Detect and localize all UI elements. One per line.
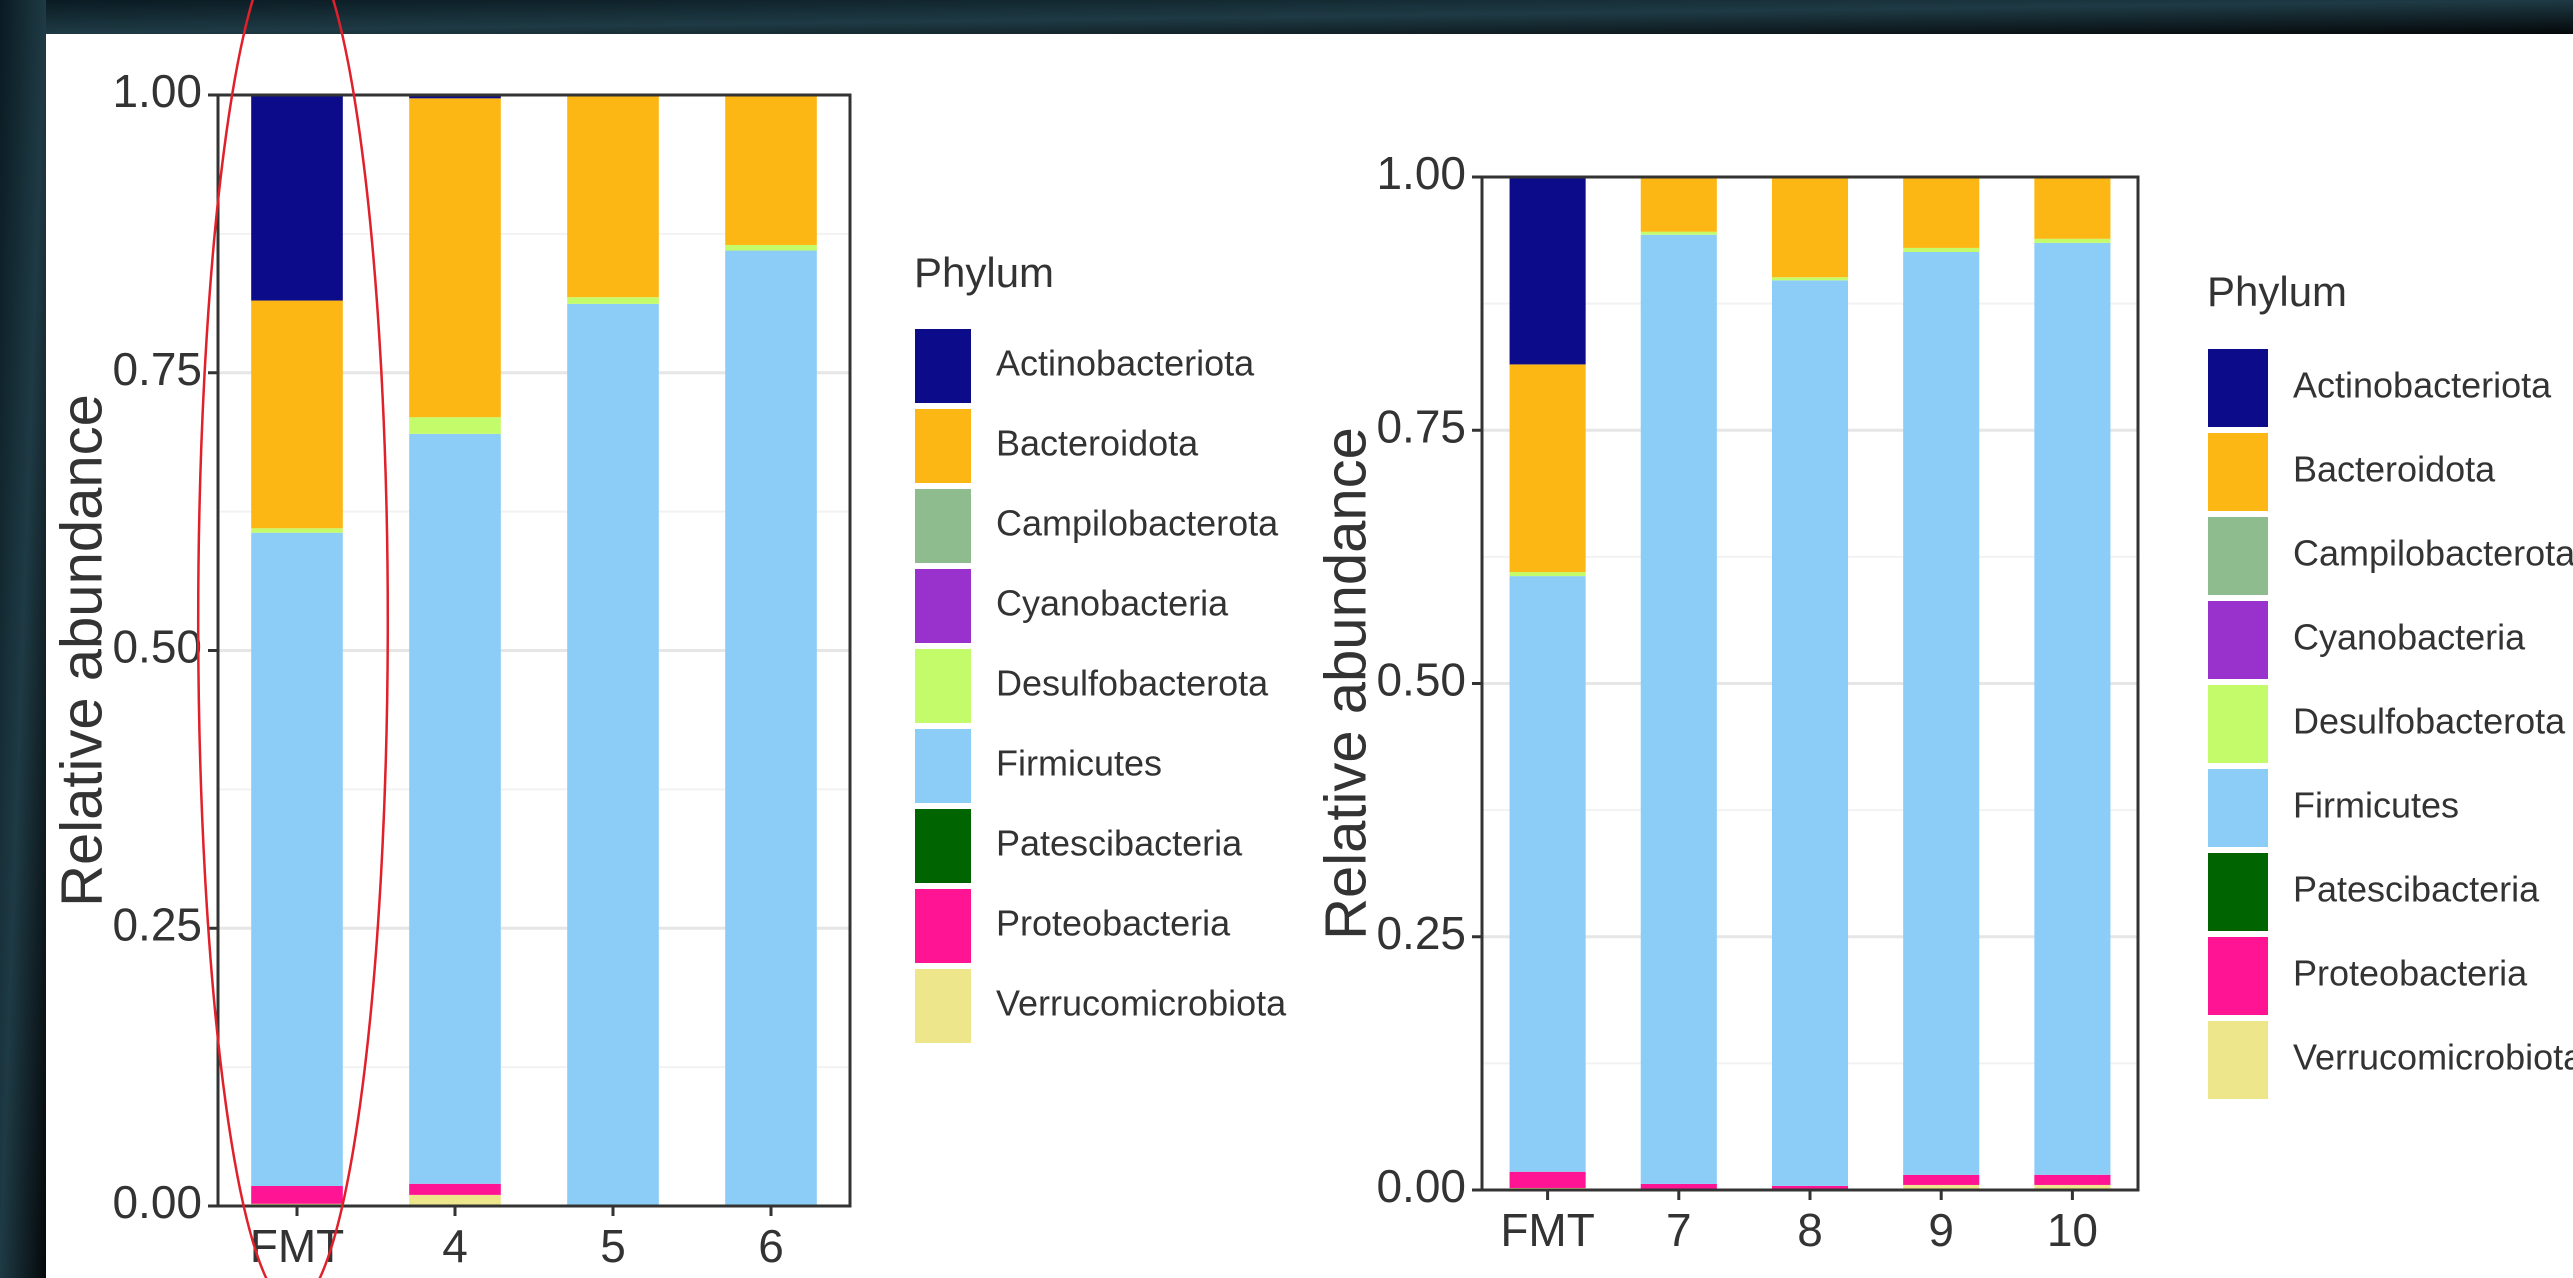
legend-label: Desulfobacterota xyxy=(2293,701,2566,742)
bar-segment xyxy=(1510,177,1586,364)
bar-segment xyxy=(725,245,817,251)
y-axis-label: Relative abundance xyxy=(49,394,114,907)
legend-key xyxy=(914,808,972,884)
bar-segment xyxy=(2034,243,2110,1175)
legend-label: Bacteroidota xyxy=(996,423,1199,464)
legend-label: Actinobacteriota xyxy=(996,343,1255,384)
bar-segment xyxy=(409,434,501,1184)
bar-segment xyxy=(251,533,343,1186)
legend-key xyxy=(914,328,972,404)
bar-segment xyxy=(1903,1175,1979,1185)
bar-segment xyxy=(409,417,501,434)
bar-segment xyxy=(251,1186,343,1204)
y-tick-label: 0.75 xyxy=(112,343,202,395)
legend-label: Proteobacteria xyxy=(996,903,1231,944)
legend-key xyxy=(914,888,972,964)
bar-segment xyxy=(725,251,817,1206)
legend-key xyxy=(2207,852,2269,932)
legend-key xyxy=(914,488,972,564)
legend-label: Firmicutes xyxy=(996,743,1162,784)
legend-title: Phylum xyxy=(914,249,1054,296)
chart-canvas: 0.00 0.25 0.50 0.75 1.00 FMT 4 5 6 Relative abund… xyxy=(0,0,2573,1278)
y-tick-label: 0.25 xyxy=(112,898,202,950)
bar-segment xyxy=(725,95,817,245)
bar-segment xyxy=(251,95,343,301)
y-tick-label: 1.00 xyxy=(112,65,202,117)
bar-segment xyxy=(567,304,659,1206)
y-tick-label: 0.25 xyxy=(1376,907,1466,959)
bar-segment xyxy=(251,528,343,532)
x-tick-label: FMT xyxy=(250,1220,345,1272)
x-tick-label: 6 xyxy=(758,1220,784,1272)
bar-segment xyxy=(1510,576,1586,1172)
legend-label: Campilobacterota xyxy=(2293,533,2573,574)
bar-segment xyxy=(1641,232,1717,235)
y-tick-label: 1.00 xyxy=(1376,147,1466,199)
bar-segment xyxy=(2034,239,2110,243)
x-tick-label: 7 xyxy=(1666,1204,1692,1256)
x-tick-label: FMT xyxy=(1500,1204,1595,1256)
legend-label: Firmicutes xyxy=(2293,785,2459,826)
bar-segment xyxy=(1772,277,1848,280)
legend-key xyxy=(914,568,972,644)
bar-segment xyxy=(567,95,659,297)
legend-key xyxy=(2207,768,2269,848)
bar-segment xyxy=(1772,177,1848,277)
legend-label: Desulfobacterota xyxy=(996,663,1269,704)
page: {"chart_data": [ {"type": "bar", "stacke… xyxy=(0,0,2573,1278)
bar-segment xyxy=(1510,1172,1586,1188)
legend-key xyxy=(914,648,972,724)
x-tick-label: 10 xyxy=(2047,1204,2098,1256)
legend-label: Actinobacteriota xyxy=(2293,365,2552,406)
bar-segment xyxy=(2034,1175,2110,1185)
legend-key xyxy=(2207,432,2269,512)
legend-key xyxy=(914,728,972,804)
legend-key xyxy=(2207,600,2269,680)
bar-segment xyxy=(567,297,659,304)
y-tick-label: 0.50 xyxy=(112,621,202,673)
legend-label: Patescibacteria xyxy=(996,823,1243,864)
bar-segment xyxy=(409,98,501,417)
y-tick-label: 0.00 xyxy=(112,1176,202,1228)
bar-segment xyxy=(251,301,343,529)
legend-key xyxy=(914,968,972,1044)
x-tick-label: 4 xyxy=(442,1220,468,1272)
y-tick-label: 0.00 xyxy=(1376,1160,1466,1212)
legend-label: Patescibacteria xyxy=(2293,869,2540,910)
legend-label: Proteobacteria xyxy=(2293,953,2528,994)
bar-segment xyxy=(409,1184,501,1195)
bar-segment xyxy=(1510,572,1586,576)
legend-label: Bacteroidota xyxy=(2293,449,2496,490)
bar-segment xyxy=(2034,177,2110,239)
bar-segment xyxy=(1772,280,1848,1186)
bar-segment xyxy=(1903,248,1979,252)
legend-key xyxy=(2207,684,2269,764)
bar-segment xyxy=(1903,177,1979,248)
legend-key xyxy=(914,408,972,484)
legend-label: Cyanobacteria xyxy=(996,583,1229,624)
y-axis-label: Relative abundance xyxy=(1313,427,1378,940)
bar-segment xyxy=(1641,177,1717,232)
legend-key xyxy=(2207,936,2269,1016)
legend-key xyxy=(2207,1020,2269,1100)
legend-label: Cyanobacteria xyxy=(2293,617,2526,658)
legend-key xyxy=(2207,348,2269,428)
bar-segment xyxy=(1510,364,1586,572)
x-tick-label: 8 xyxy=(1797,1204,1823,1256)
x-tick-label: 9 xyxy=(1928,1204,1954,1256)
legend-key xyxy=(2207,516,2269,596)
legend-title: Phylum xyxy=(2207,268,2347,315)
legend-label: Campilobacterota xyxy=(996,503,1279,544)
background-strip xyxy=(0,0,46,1278)
bar-segment xyxy=(1903,252,1979,1175)
x-tick-label: 5 xyxy=(600,1220,626,1272)
bar-segment xyxy=(1641,235,1717,1184)
y-tick-label: 0.75 xyxy=(1376,400,1466,452)
legend-label: Verrucomicrobiota xyxy=(2293,1037,2573,1078)
bar-segment xyxy=(409,1195,501,1206)
y-tick-label: 0.50 xyxy=(1376,654,1466,706)
legend-label: Verrucomicrobiota xyxy=(996,983,1287,1024)
background-band xyxy=(0,0,2573,34)
